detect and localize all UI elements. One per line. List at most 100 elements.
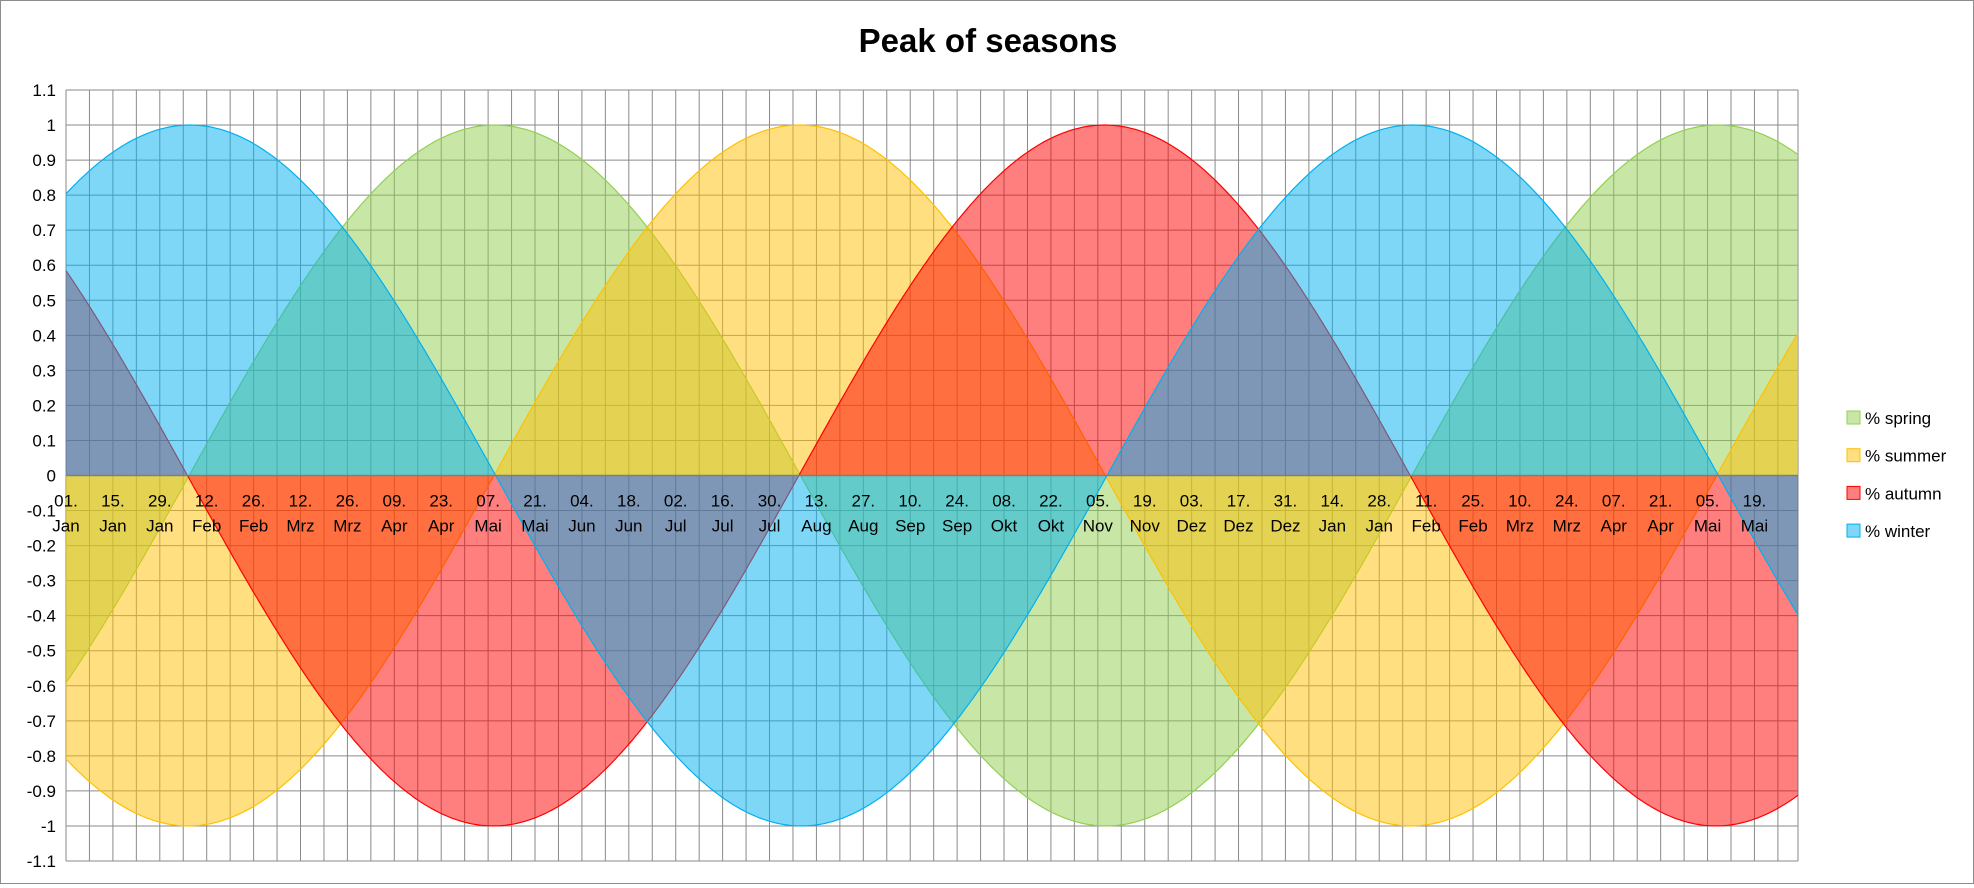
area-spring <box>66 125 1798 826</box>
x-tick-label-day: 26. <box>242 492 266 511</box>
y-tick-label: 0.3 <box>32 361 56 380</box>
area-winter <box>66 125 1798 826</box>
x-tick-label-day: 07. <box>476 492 500 511</box>
y-tick-label: -0.6 <box>27 677 56 696</box>
y-tick-label: 0.4 <box>32 326 56 345</box>
x-tick-label-month: Dez <box>1270 517 1300 536</box>
x-tick-label-day: 18. <box>617 492 641 511</box>
x-tick-label-month: Dez <box>1177 517 1207 536</box>
x-tick-label-month: Apr <box>1601 517 1628 536</box>
y-tick-label: 0.8 <box>32 186 56 205</box>
y-tick-label: 0.5 <box>32 291 56 310</box>
x-tick-label-month: Feb <box>1458 517 1487 536</box>
x-tick-label-month: Apr <box>1647 517 1674 536</box>
legend-label: % spring <box>1865 409 1931 428</box>
x-tick-label-day: 05. <box>1086 492 1110 511</box>
y-tick-label: 0.9 <box>32 151 56 170</box>
x-tick-label-month: Mai <box>474 517 501 536</box>
x-tick-label-day: 15. <box>101 492 125 511</box>
series-line-autumn <box>65 124 1799 827</box>
x-tick-label-day: 29. <box>148 492 172 511</box>
x-tick-label-month: Nov <box>1130 517 1161 536</box>
y-tick-label: 0 <box>47 467 56 486</box>
x-tick-label-day: 05. <box>1696 492 1720 511</box>
x-tick-label-day: 14. <box>1321 492 1345 511</box>
x-tick-label-day: 22. <box>1039 492 1063 511</box>
x-tick-label-day: 24. <box>1555 492 1579 511</box>
x-tick-label-day: 02. <box>664 492 688 511</box>
legend-label: % summer <box>1865 447 1947 466</box>
x-tick-label-month: Dez <box>1223 517 1253 536</box>
x-tick-label-month: Apr <box>428 517 455 536</box>
x-tick-label-day: 16. <box>711 492 735 511</box>
x-tick-label-month: Mai <box>1741 517 1768 536</box>
legend-swatch <box>1846 448 1861 463</box>
y-tick-label: -0.4 <box>27 607 56 626</box>
x-tick-label-day: 24. <box>945 492 969 511</box>
x-tick-label-month: Jan <box>1366 517 1393 536</box>
x-tick-label-day: 28. <box>1367 492 1391 511</box>
x-tick-label-day: 25. <box>1461 492 1485 511</box>
x-tick-label-day: 09. <box>382 492 406 511</box>
x-tick-label-month: Jan <box>52 517 79 536</box>
y-tick-label: -1.1 <box>27 852 56 871</box>
x-tick-label-month: Feb <box>192 517 221 536</box>
x-tick-label-month: Jul <box>665 517 687 536</box>
x-tick-label-day: 23. <box>429 492 453 511</box>
x-tick-label-day: 08. <box>992 492 1016 511</box>
legend-label: % autumn <box>1865 484 1942 503</box>
x-tick-label-month: Feb <box>1411 517 1440 536</box>
y-tick-label: 0.6 <box>32 256 56 275</box>
x-tick-label-day: 12. <box>289 492 313 511</box>
x-tick-label-day: 27. <box>852 492 876 511</box>
y-tick-label: 1 <box>47 116 56 135</box>
y-tick-label: 0.7 <box>32 221 56 240</box>
x-tick-label-day: 31. <box>1274 492 1298 511</box>
y-tick-label: 0.1 <box>32 431 56 450</box>
x-tick-label-day: 04. <box>570 492 594 511</box>
x-tick-label-day: 21. <box>523 492 547 511</box>
x-tick-label-month: Feb <box>239 517 268 536</box>
y-tick-label: -0.8 <box>27 747 56 766</box>
x-tick-label-month: Nov <box>1083 517 1114 536</box>
axes: 1.1 1 0.9 0.8 0.7 0.6 0.5 0.4 0.3 0.2 0.1 0 -0.1 -0.2… <box>27 81 1798 871</box>
x-tick-label-day: 03. <box>1180 492 1204 511</box>
x-tick-label-month: Jun <box>615 517 642 536</box>
x-tick-label-month: Jan <box>146 517 173 536</box>
series-line-winter <box>65 124 1799 827</box>
x-tick-label-month: Mai <box>1694 517 1721 536</box>
x-tick-label-day: 07. <box>1602 492 1626 511</box>
legend-label: % winter <box>1865 522 1931 541</box>
x-tick-label-month: Apr <box>381 517 408 536</box>
x-tick-label-month: Okt <box>1038 517 1065 536</box>
legend-swatch <box>1846 523 1861 538</box>
x-tick-label-day: 13. <box>805 492 829 511</box>
x-tick-label-day: 01. <box>54 492 78 511</box>
x-tick-label-month: Sep <box>895 517 925 536</box>
y-tick-label: -0.9 <box>27 782 56 801</box>
x-tick-label-month: Jan <box>99 517 126 536</box>
y-tick-label: -0.1 <box>27 502 56 521</box>
x-tick-label-month: Aug <box>801 517 831 536</box>
x-tick-label-month: Mrz <box>1553 517 1581 536</box>
x-tick-label-day: 10. <box>1508 492 1532 511</box>
y-tick-label: -0.3 <box>27 572 56 591</box>
y-tick-label: -0.2 <box>27 537 56 556</box>
y-tick-label: 1.1 <box>32 81 56 100</box>
x-tick-label-month: Mai <box>521 517 548 536</box>
x-tick-label-day: 19. <box>1133 492 1157 511</box>
x-tick-label-day: 21. <box>1649 492 1673 511</box>
x-tick-label-day: 11. <box>1415 492 1437 511</box>
y-tick-label: 0.2 <box>32 396 56 415</box>
x-tick-label-month: Aug <box>848 517 878 536</box>
x-tick-label-month: Jul <box>759 517 781 536</box>
x-tick-label-month: Okt <box>991 517 1018 536</box>
x-tick-label-month: Jul <box>712 517 734 536</box>
legend-swatch <box>1846 410 1861 425</box>
legend-swatch <box>1846 485 1861 500</box>
x-tick-label-day: 12. <box>195 492 219 511</box>
y-tick-label: -1 <box>41 817 56 836</box>
x-tick-label-month: Mrz <box>1506 517 1534 536</box>
